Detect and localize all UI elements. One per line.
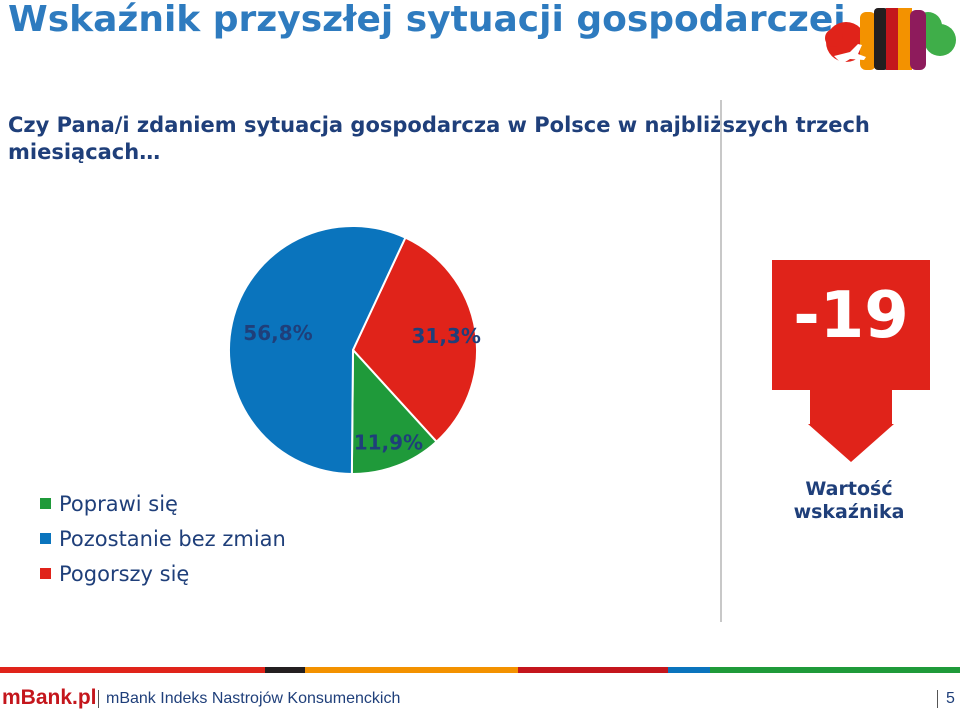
indicator-value: -19 [793, 279, 909, 353]
color-bar-segment [305, 667, 518, 673]
legend-swatch-worsen [40, 568, 51, 579]
legend-item-worsen: Pogorszy się [40, 556, 286, 591]
legend-label-improve: Poprawi się [59, 491, 178, 516]
color-bar-segment [710, 667, 960, 673]
color-bar-segment [668, 667, 710, 673]
legend-item-improve: Poprawi się [40, 486, 286, 521]
legend-swatch-unchanged [40, 533, 51, 544]
survey-question: Czy Pana/i zdaniem sytuacja gospodarcza … [8, 113, 870, 164]
color-bar-segment [265, 667, 305, 673]
pie-chart: 31,3% 11,9% 56,8% [227, 225, 481, 476]
pie-slice-improve [350, 347, 438, 475]
brand-logo-icon [825, 8, 956, 70]
down-arrow-icon [772, 260, 930, 462]
legend-item-unchanged: Pozostanie bez zmian [40, 521, 286, 556]
page-number: 5 [946, 690, 955, 707]
pie-slice-worsen [351, 236, 478, 444]
mbank-logo: mBank.pl [2, 686, 97, 709]
pie-label-unchanged: 56,8% [243, 321, 312, 345]
footer-separator [98, 690, 99, 708]
page-title: Wskaźnik przyszłej sytuacji gospodarczej [8, 0, 846, 40]
legend-label-worsen: Pogorszy się [59, 561, 190, 586]
pie-label-worsen: 31,3% [412, 324, 481, 348]
chart-legend: Poprawi się Pozostanie bez zmian Pogorsz… [40, 486, 286, 591]
footer-color-bar [0, 667, 960, 673]
color-bar-segment [0, 667, 265, 673]
legend-swatch-improve [40, 498, 51, 509]
footer-title: mBank Indeks Nastrojów Konsumenckich [106, 690, 401, 707]
color-bar-segment [518, 667, 668, 673]
vertical-divider [720, 100, 722, 622]
pie-label-improve: 11,9% [354, 431, 423, 455]
footer-separator [937, 690, 938, 708]
pie-slice-unchanged [227, 225, 407, 476]
indicator-caption: Wartość wskaźnika [793, 478, 905, 523]
legend-label-unchanged: Pozostanie bez zmian [59, 526, 286, 551]
